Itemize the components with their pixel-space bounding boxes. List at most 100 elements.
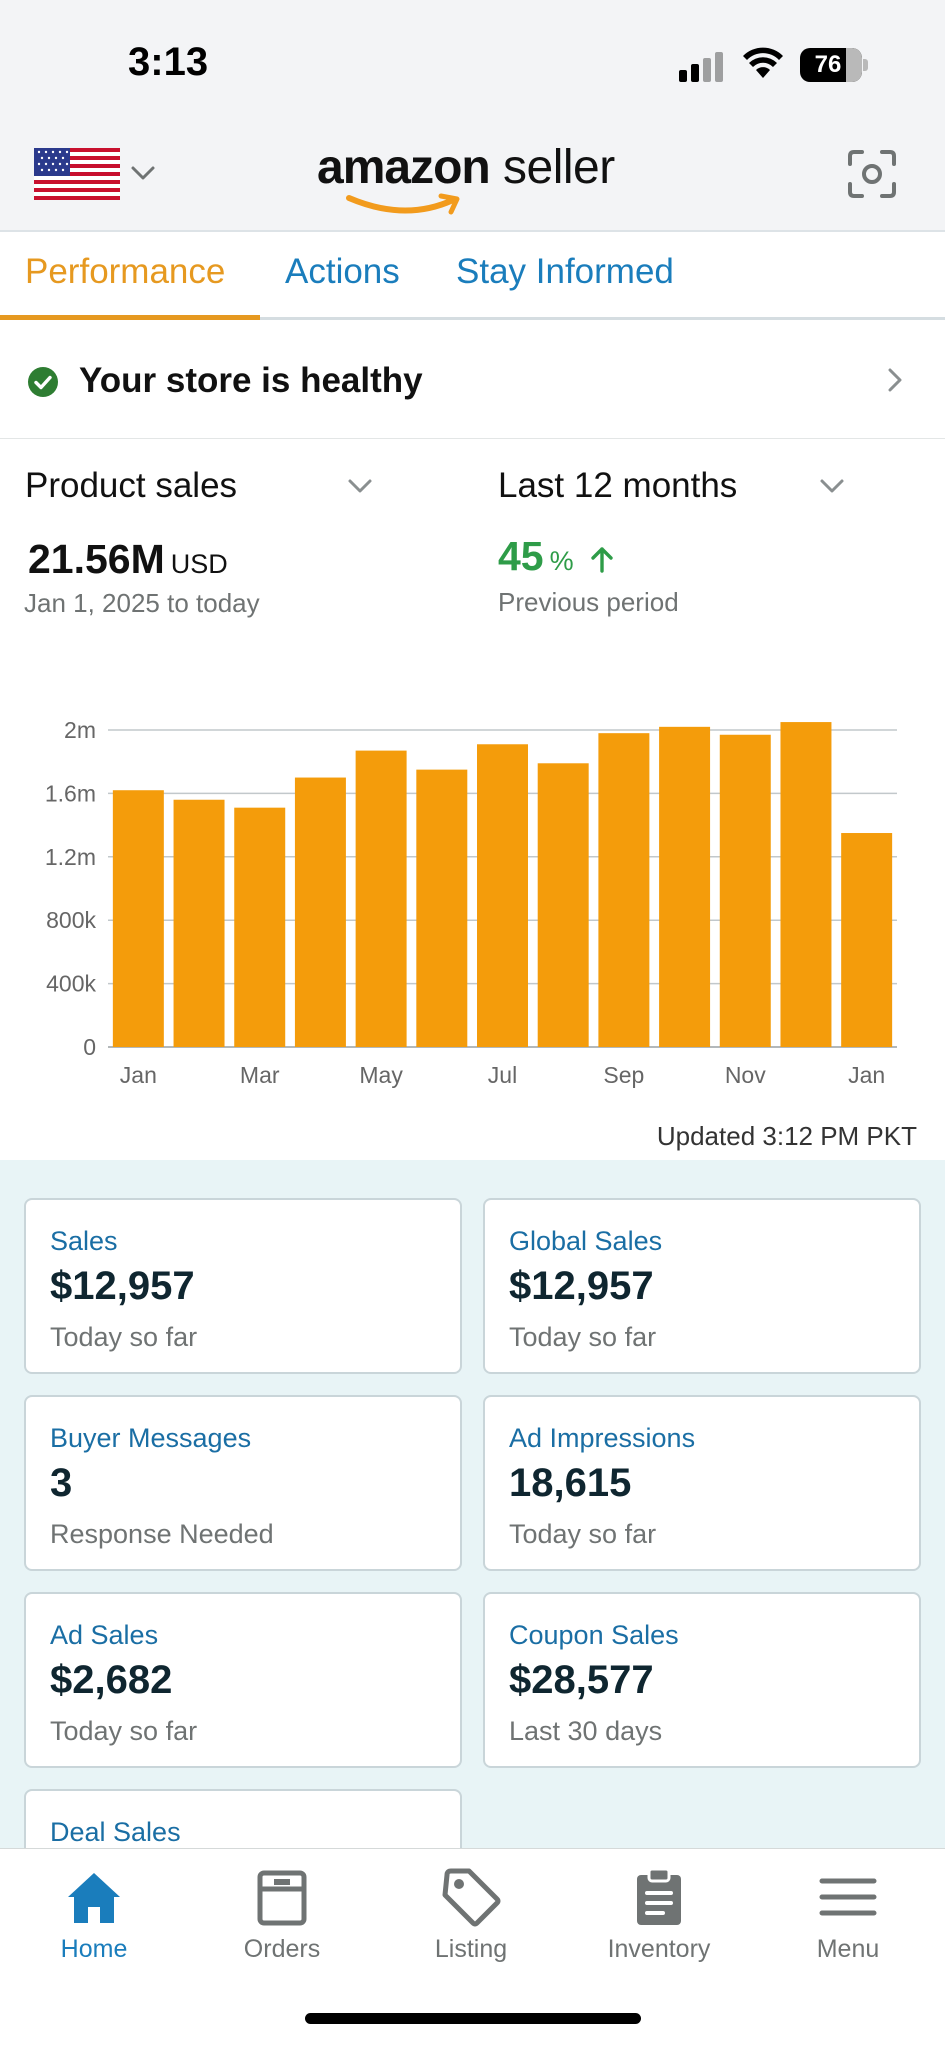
chevron-right-icon <box>888 368 902 392</box>
amazon-seller-logo: amazon seller <box>317 140 637 215</box>
hamburger-menu-icon <box>819 1878 877 1916</box>
status-time: 3:13 <box>128 40 209 84</box>
x-tick-label: Jul <box>488 1062 517 1088</box>
nav-inventory[interactable]: Inventory <box>584 1865 734 1975</box>
card-subtitle: Today so far <box>509 1322 657 1352</box>
logo-amazon-text: amazon <box>317 141 491 194</box>
y-tick-label: 1.6m <box>45 780 96 806</box>
battery-icon: 76 <box>800 48 868 82</box>
check-circle-icon <box>28 367 58 397</box>
metrics-cards-area: Sales $12,957 Today so far Global Sales … <box>0 1160 945 1850</box>
tag-icon <box>442 1868 501 1927</box>
bar-jul-6[interactable] <box>477 744 528 1047</box>
y-tick-label: 2m <box>64 717 96 743</box>
bar-apr-3[interactable] <box>294 777 346 1047</box>
x-tick-label: Jan <box>848 1062 885 1088</box>
metric-type-dropdown[interactable]: Product sales <box>25 466 238 505</box>
chart-svg: 0 400k 800k 1.2m 1.6m 2m Jan Mar May Jul Sep Nov Jan <box>45 717 897 1088</box>
card-value: $12,957 <box>509 1264 654 1308</box>
bar-jun-5[interactable] <box>416 769 468 1047</box>
scan-icon[interactable] <box>846 148 898 200</box>
card-subtitle: Today so far <box>509 1519 657 1549</box>
amazon-smile-icon <box>346 193 460 215</box>
card-title: Sales <box>50 1226 118 1256</box>
card-deal-sales[interactable]: Deal Sales <box>24 1789 462 1850</box>
bar-mar-2[interactable] <box>234 807 286 1047</box>
store-health-row[interactable]: Your store is healthy <box>0 323 945 439</box>
nav-menu[interactable]: Menu <box>773 1865 923 1975</box>
home-icon <box>68 1873 120 1923</box>
bar-jan-0[interactable] <box>112 790 164 1047</box>
card-title: Global Sales <box>509 1226 663 1256</box>
clipboard-icon <box>637 1867 681 1925</box>
bar-may-4[interactable] <box>355 750 407 1047</box>
logo-seller-text: seller <box>503 141 615 194</box>
x-tick-label: Mar <box>240 1062 280 1088</box>
bar-jan-12[interactable] <box>841 833 893 1047</box>
us-flag-icon <box>34 148 120 200</box>
bar-oct-9[interactable] <box>659 726 711 1047</box>
bar-aug-7[interactable] <box>537 763 589 1047</box>
card-value: $12,957 <box>50 1264 195 1308</box>
card-coupon-sales[interactable]: Coupon Sales $28,577 Last 30 days <box>483 1592 921 1768</box>
orders-box-icon <box>257 1870 307 1926</box>
bar-dec-11[interactable] <box>780 722 832 1047</box>
nav-label: Inventory <box>607 1935 711 1963</box>
card-title: Ad Sales <box>50 1620 159 1650</box>
card-global-sales[interactable]: Global Sales $12,957 Today so far <box>483 1198 921 1374</box>
card-subtitle: Response Needed <box>50 1519 274 1549</box>
card-title: Ad Impressions <box>509 1423 696 1453</box>
chevron-down-icon <box>131 166 155 180</box>
x-tick-label: Sep <box>603 1062 644 1088</box>
nav-listing[interactable]: Listing <box>396 1865 546 1975</box>
y-tick-label: 800k <box>46 907 96 933</box>
period-dropdown[interactable]: Last 12 months <box>498 466 738 505</box>
card-title: Buyer Messages <box>50 1423 252 1453</box>
x-tick-label: Nov <box>725 1062 766 1088</box>
tab-bar: Performance Actions Stay Informed <box>0 232 945 320</box>
change-value: 45 <box>498 533 544 579</box>
status-bar: 3:13 76 <box>0 0 945 118</box>
card-subtitle: Last 30 days <box>509 1716 663 1746</box>
tab-performance[interactable]: Performance <box>25 252 226 291</box>
card-title: Coupon Sales <box>509 1620 679 1650</box>
nav-label: Home <box>60 1935 128 1963</box>
y-tick-label: 400k <box>46 971 96 997</box>
chevron-down-icon[interactable] <box>818 476 846 496</box>
y-tick-label: 1.2m <box>45 844 96 870</box>
nav-label: Listing <box>434 1935 508 1963</box>
card-title: Deal Sales <box>50 1817 181 1847</box>
nav-label: Menu <box>816 1935 880 1963</box>
change-percentage: 45% <box>498 533 574 580</box>
home-indicator <box>305 2013 641 2024</box>
battery-level: 76 <box>814 51 842 78</box>
updated-timestamp: Updated 3:12 PM PKT <box>656 1121 917 1151</box>
card-ad-sales[interactable]: Ad Sales $2,682 Today so far <box>24 1592 462 1768</box>
nav-orders[interactable]: Orders <box>207 1865 357 1975</box>
bar-feb-1[interactable] <box>173 799 225 1047</box>
previous-period-caption: Previous period <box>498 587 679 617</box>
marketplace-selector[interactable] <box>34 148 164 202</box>
card-ad-impressions[interactable]: Ad Impressions 18,615 Today so far <box>483 1395 921 1571</box>
date-range-text: Jan 1, 2025 to today <box>24 588 260 618</box>
product-sales-total: 21.56M USD <box>28 536 228 583</box>
card-sales[interactable]: Sales $12,957 Today so far <box>24 1198 462 1374</box>
tab-stay-informed[interactable]: Stay Informed <box>456 252 674 291</box>
x-tick-label: Jan <box>120 1062 157 1088</box>
card-value: $2,682 <box>50 1658 173 1702</box>
card-subtitle: Today so far <box>50 1716 198 1746</box>
product-sales-value: 21.56M <box>28 536 165 582</box>
bar-sep-8[interactable] <box>598 733 650 1047</box>
chevron-down-icon[interactable] <box>346 476 374 496</box>
y-tick-label: 0 <box>83 1034 96 1060</box>
currency-unit: USD <box>170 549 228 579</box>
app-header: amazon seller <box>0 118 945 232</box>
active-tab-indicator <box>0 315 260 320</box>
card-buyer-messages[interactable]: Buyer Messages 3 Response Needed <box>24 1395 462 1571</box>
bar-nov-10[interactable] <box>719 734 771 1047</box>
arrow-up-icon <box>591 547 613 573</box>
sales-bar-chart: 0 400k 800k 1.2m 1.6m 2m Jan Mar May Jul Sep Nov Jan <box>0 700 945 1100</box>
tab-actions[interactable]: Actions <box>285 252 400 291</box>
nav-home[interactable]: Home <box>19 1865 169 1975</box>
card-subtitle: Today so far <box>50 1322 198 1352</box>
